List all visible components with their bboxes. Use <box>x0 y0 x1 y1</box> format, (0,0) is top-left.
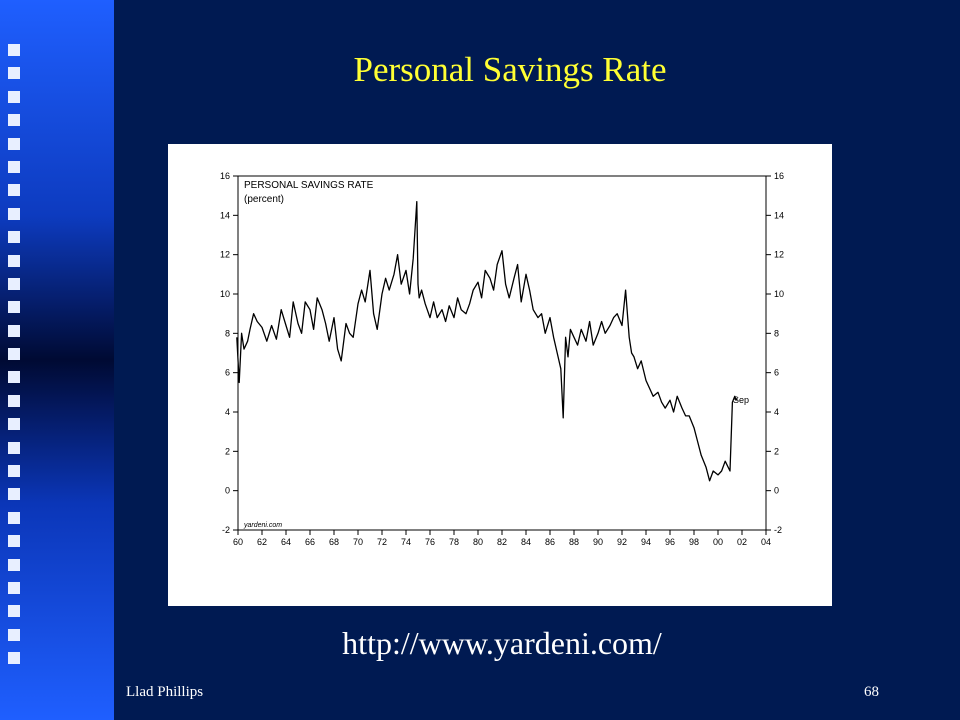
decorative-square <box>8 371 20 384</box>
decorative-square <box>8 207 20 220</box>
x-tick-label: 74 <box>401 537 411 547</box>
decorative-square <box>8 277 20 290</box>
x-tick-label: 84 <box>521 537 531 547</box>
x-tick-label: 94 <box>641 537 651 547</box>
y-tick-label-right: 12 <box>774 250 784 260</box>
y-tick-label-right: 6 <box>774 368 779 378</box>
x-tick-label: 02 <box>737 537 747 547</box>
decorative-square <box>8 652 20 665</box>
decorative-square <box>8 418 20 431</box>
x-tick-label: 70 <box>353 537 363 547</box>
source-url[interactable]: http://www.yardeni.com/ <box>342 625 662 661</box>
decorative-square <box>8 137 20 150</box>
decorative-square <box>8 628 20 641</box>
end-label: Sep <box>733 395 749 405</box>
chart-panel: -2 -2 0 0 2 2 4 4 6 6 8 8 10 10 12 12 14 14 16 16 60 62 64 66 68… <box>168 144 832 606</box>
y-tick-label-left: 8 <box>225 328 230 338</box>
decorative-square <box>8 231 20 244</box>
decorative-square <box>8 160 20 173</box>
x-tick-label: 04 <box>761 537 771 547</box>
decorative-square <box>8 67 20 80</box>
y-tick-label-left: 12 <box>220 250 230 260</box>
author-name: Llad Phillips <box>126 684 204 700</box>
decorative-square <box>8 90 20 103</box>
y-tick-label-left: 0 <box>225 486 230 496</box>
x-tick-label: 66 <box>305 537 315 547</box>
left-decorative-band <box>0 0 114 720</box>
decorative-square <box>8 465 20 478</box>
y-tick-label-left: 2 <box>225 446 230 456</box>
decorative-square <box>8 324 20 337</box>
decorative-square <box>8 301 20 314</box>
chart-series <box>236 200 738 482</box>
y-tick-label-right: 16 <box>774 171 784 181</box>
x-tick-label: 82 <box>497 537 507 547</box>
y-tick-label-right: -2 <box>774 525 782 535</box>
decorative-square <box>8 114 20 127</box>
x-tick-label: 88 <box>569 537 579 547</box>
decorative-square <box>8 605 20 618</box>
x-tick-label: 76 <box>425 537 435 547</box>
y-tick-label-left: 6 <box>225 368 230 378</box>
chart-title: PERSONAL SAVINGS RATE <box>244 180 374 191</box>
x-tick-label: 68 <box>329 537 339 547</box>
y-tick-label-left: 16 <box>220 171 230 181</box>
decorative-squares <box>8 44 26 676</box>
y-tick-label-right: 2 <box>774 446 779 456</box>
decorative-square <box>8 394 20 407</box>
y-tick-label-right: 8 <box>774 328 779 338</box>
y-tick-label-left: 10 <box>220 289 230 299</box>
x-tick-label: 86 <box>545 537 555 547</box>
decorative-square <box>8 558 20 571</box>
decorative-square <box>8 254 20 267</box>
decorative-square <box>8 581 20 594</box>
y-tick-label-right: 10 <box>774 289 784 299</box>
decorative-square <box>8 184 20 197</box>
x-tick-label: 80 <box>473 537 483 547</box>
decorative-square <box>8 511 20 524</box>
x-tick-label: 98 <box>689 537 699 547</box>
decorative-square <box>8 441 20 454</box>
y-tick-label-right: 4 <box>774 407 779 417</box>
decorative-square <box>8 488 20 501</box>
x-tick-label: 72 <box>377 537 387 547</box>
x-tick-label: 00 <box>713 537 723 547</box>
y-tick-label-right: 14 <box>774 210 784 220</box>
x-tick-label: 78 <box>449 537 459 547</box>
page-number: 68 <box>864 684 879 700</box>
y-tick-label-left: 4 <box>225 407 230 417</box>
x-tick-label: 90 <box>593 537 603 547</box>
chart-subtitle: (percent) <box>244 194 284 205</box>
plot-frame <box>237 175 767 531</box>
x-tick-label: 62 <box>257 537 267 547</box>
decorative-square <box>8 535 20 548</box>
slide-title: Personal Savings Rate <box>353 50 667 89</box>
decorative-square <box>8 44 20 56</box>
y-tick-label-right: 0 <box>774 486 779 496</box>
y-tick-label-left: 14 <box>220 210 230 220</box>
x-tick-label: 96 <box>665 537 675 547</box>
y-tick-label-left: -2 <box>222 525 230 535</box>
x-tick-label: 60 <box>233 537 243 547</box>
x-tick-label: 92 <box>617 537 627 547</box>
chart-source: yardeni.com <box>243 522 282 529</box>
decorative-square <box>8 348 20 361</box>
x-tick-label: 64 <box>281 537 291 547</box>
series-line <box>236 200 738 482</box>
